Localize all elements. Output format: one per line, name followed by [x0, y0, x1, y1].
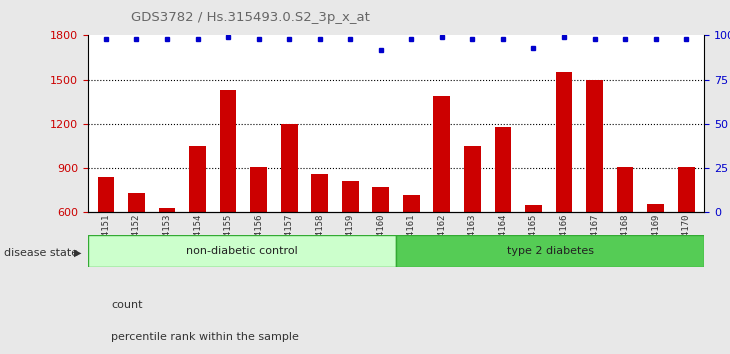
Bar	[220, 90, 237, 212]
Text: disease state: disease state	[4, 248, 78, 258]
Bar	[494, 127, 511, 212]
Text: percentile rank within the sample: percentile rank within the sample	[111, 332, 299, 342]
Bar	[556, 72, 572, 212]
Bar	[281, 124, 298, 212]
Bar	[158, 208, 175, 212]
Bar	[372, 187, 389, 212]
Text: ▶: ▶	[74, 248, 82, 258]
Text: non-diabetic control: non-diabetic control	[186, 246, 298, 256]
Bar	[617, 167, 634, 212]
Bar	[586, 80, 603, 212]
Bar	[396, 235, 704, 267]
Bar	[88, 235, 396, 267]
Bar	[434, 96, 450, 212]
Bar	[250, 167, 267, 212]
Bar	[677, 167, 694, 212]
Bar	[403, 195, 420, 212]
Bar	[128, 193, 145, 212]
Bar	[98, 177, 115, 212]
Bar	[342, 181, 358, 212]
Bar	[464, 146, 481, 212]
Bar	[311, 174, 328, 212]
Text: type 2 diabetes: type 2 diabetes	[507, 246, 593, 256]
Bar	[189, 146, 206, 212]
Bar	[525, 205, 542, 212]
Text: GDS3782 / Hs.315493.0.S2_3p_x_at: GDS3782 / Hs.315493.0.S2_3p_x_at	[131, 11, 370, 24]
Text: count: count	[111, 300, 142, 310]
Bar	[648, 204, 664, 212]
